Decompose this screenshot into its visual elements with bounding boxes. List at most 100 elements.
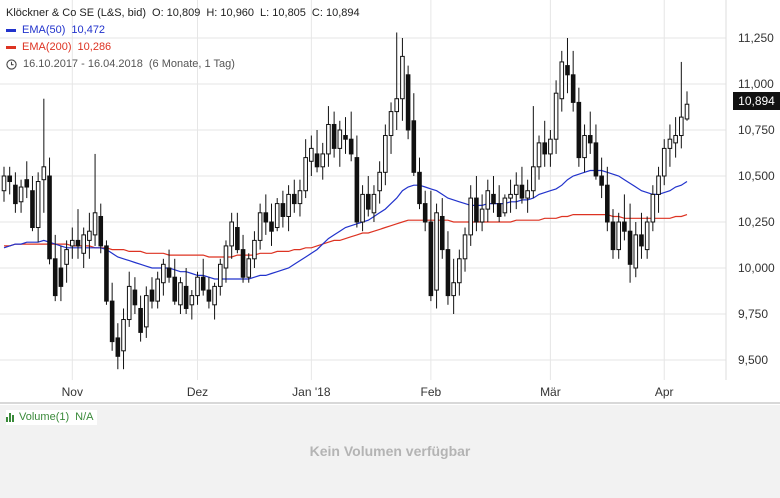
candle-body bbox=[297, 190, 303, 205]
candle bbox=[513, 172, 519, 210]
candle bbox=[360, 185, 365, 232]
candle bbox=[616, 212, 622, 259]
ema50-legend[interactable]: EMA(50) 10,472 bbox=[6, 22, 366, 39]
candle bbox=[297, 179, 303, 217]
candle-body bbox=[280, 203, 286, 217]
candle-body bbox=[326, 123, 331, 155]
candle-body bbox=[81, 234, 86, 254]
ema200-legend[interactable]: EMA(200) 10,286 bbox=[6, 39, 366, 56]
chart-legend: Klöckner & Co SE (L&S, bid) O: 10,809 H:… bbox=[6, 5, 366, 73]
candle-body bbox=[451, 282, 456, 297]
candle bbox=[229, 212, 234, 259]
candle-body bbox=[411, 120, 417, 173]
candle bbox=[542, 120, 548, 167]
candle bbox=[1, 166, 7, 202]
candle-body bbox=[75, 239, 81, 247]
volume-legend[interactable]: Volume(1) N/A bbox=[6, 410, 98, 425]
candle bbox=[166, 249, 172, 283]
close-value: C: 10,894 bbox=[311, 7, 360, 19]
candle-body bbox=[667, 138, 673, 149]
candle bbox=[30, 176, 35, 232]
candle-body bbox=[377, 171, 382, 192]
y-tick-label: 11,250 bbox=[738, 31, 774, 45]
high-value: H: 10,960 bbox=[206, 7, 255, 19]
period-label: (6 Monate, 1 Tag) bbox=[148, 58, 235, 70]
candle bbox=[172, 258, 178, 305]
candle bbox=[52, 234, 58, 302]
candle-body bbox=[422, 203, 428, 223]
candle bbox=[87, 212, 92, 259]
x-tick-label: Dez bbox=[187, 385, 208, 399]
candle-body bbox=[673, 135, 678, 144]
candle-body bbox=[587, 135, 593, 144]
candle bbox=[400, 38, 405, 121]
candle bbox=[206, 277, 212, 309]
x-tick-label: Apr bbox=[655, 385, 674, 399]
candle-body bbox=[178, 282, 183, 306]
candle bbox=[519, 166, 525, 204]
candle bbox=[195, 271, 200, 305]
candle bbox=[18, 179, 24, 213]
candle bbox=[531, 106, 536, 199]
candle-body bbox=[143, 295, 149, 328]
candle bbox=[417, 157, 422, 210]
candle-body bbox=[610, 221, 616, 251]
candle bbox=[451, 258, 456, 314]
candle-body bbox=[553, 92, 559, 140]
candle-body bbox=[252, 239, 257, 260]
candle bbox=[314, 130, 320, 173]
candle-body bbox=[70, 239, 75, 247]
candle bbox=[138, 295, 143, 342]
candle-body bbox=[47, 175, 52, 260]
candle-body bbox=[684, 103, 690, 120]
candle-body bbox=[263, 212, 269, 223]
candle bbox=[320, 142, 326, 180]
candle-body bbox=[314, 153, 320, 168]
candle bbox=[269, 203, 274, 246]
candle bbox=[98, 203, 104, 254]
clock-icon bbox=[6, 59, 17, 70]
candle-body bbox=[1, 175, 7, 192]
price-chart[interactable]: 11,250 11,000 10,750 10,500 10,250 10,000 9,75… bbox=[0, 0, 780, 405]
candle-body bbox=[394, 98, 400, 113]
y-tick-label: 11,000 bbox=[738, 77, 774, 91]
y-tick-label: 9,500 bbox=[738, 353, 768, 367]
x-tick-label: Feb bbox=[421, 385, 442, 399]
candle-body bbox=[87, 230, 92, 241]
candle bbox=[445, 231, 451, 305]
candle-body bbox=[126, 285, 132, 321]
candle bbox=[354, 135, 360, 228]
candle-body bbox=[360, 193, 365, 223]
candle-body bbox=[400, 55, 405, 100]
y-tick-label: 10,250 bbox=[738, 215, 775, 229]
candle bbox=[286, 185, 291, 232]
candle-body bbox=[13, 184, 18, 205]
volume-label: Volume(1) bbox=[19, 411, 70, 423]
candle-body bbox=[457, 258, 462, 284]
candle-body bbox=[217, 263, 223, 287]
low-value: L: 10,805 bbox=[260, 7, 306, 19]
candle-body bbox=[582, 135, 587, 159]
candle-body bbox=[132, 289, 138, 306]
candle-body bbox=[633, 234, 639, 269]
candle-body bbox=[235, 227, 240, 251]
candle bbox=[673, 117, 678, 158]
candle-body bbox=[24, 179, 30, 188]
candle bbox=[326, 106, 331, 167]
candle bbox=[143, 286, 149, 338]
candle bbox=[132, 277, 138, 314]
candle-body bbox=[7, 175, 12, 183]
candle bbox=[644, 216, 650, 259]
candle-body bbox=[104, 245, 109, 302]
candle bbox=[309, 135, 314, 176]
candle bbox=[610, 209, 616, 259]
candle bbox=[217, 258, 223, 296]
candle-body bbox=[496, 203, 502, 217]
candle bbox=[474, 176, 479, 232]
candle bbox=[149, 277, 155, 309]
candle bbox=[661, 139, 667, 186]
candle-body bbox=[650, 193, 656, 223]
candle-body bbox=[161, 263, 166, 284]
candle bbox=[223, 240, 229, 283]
candle-body bbox=[502, 197, 508, 214]
